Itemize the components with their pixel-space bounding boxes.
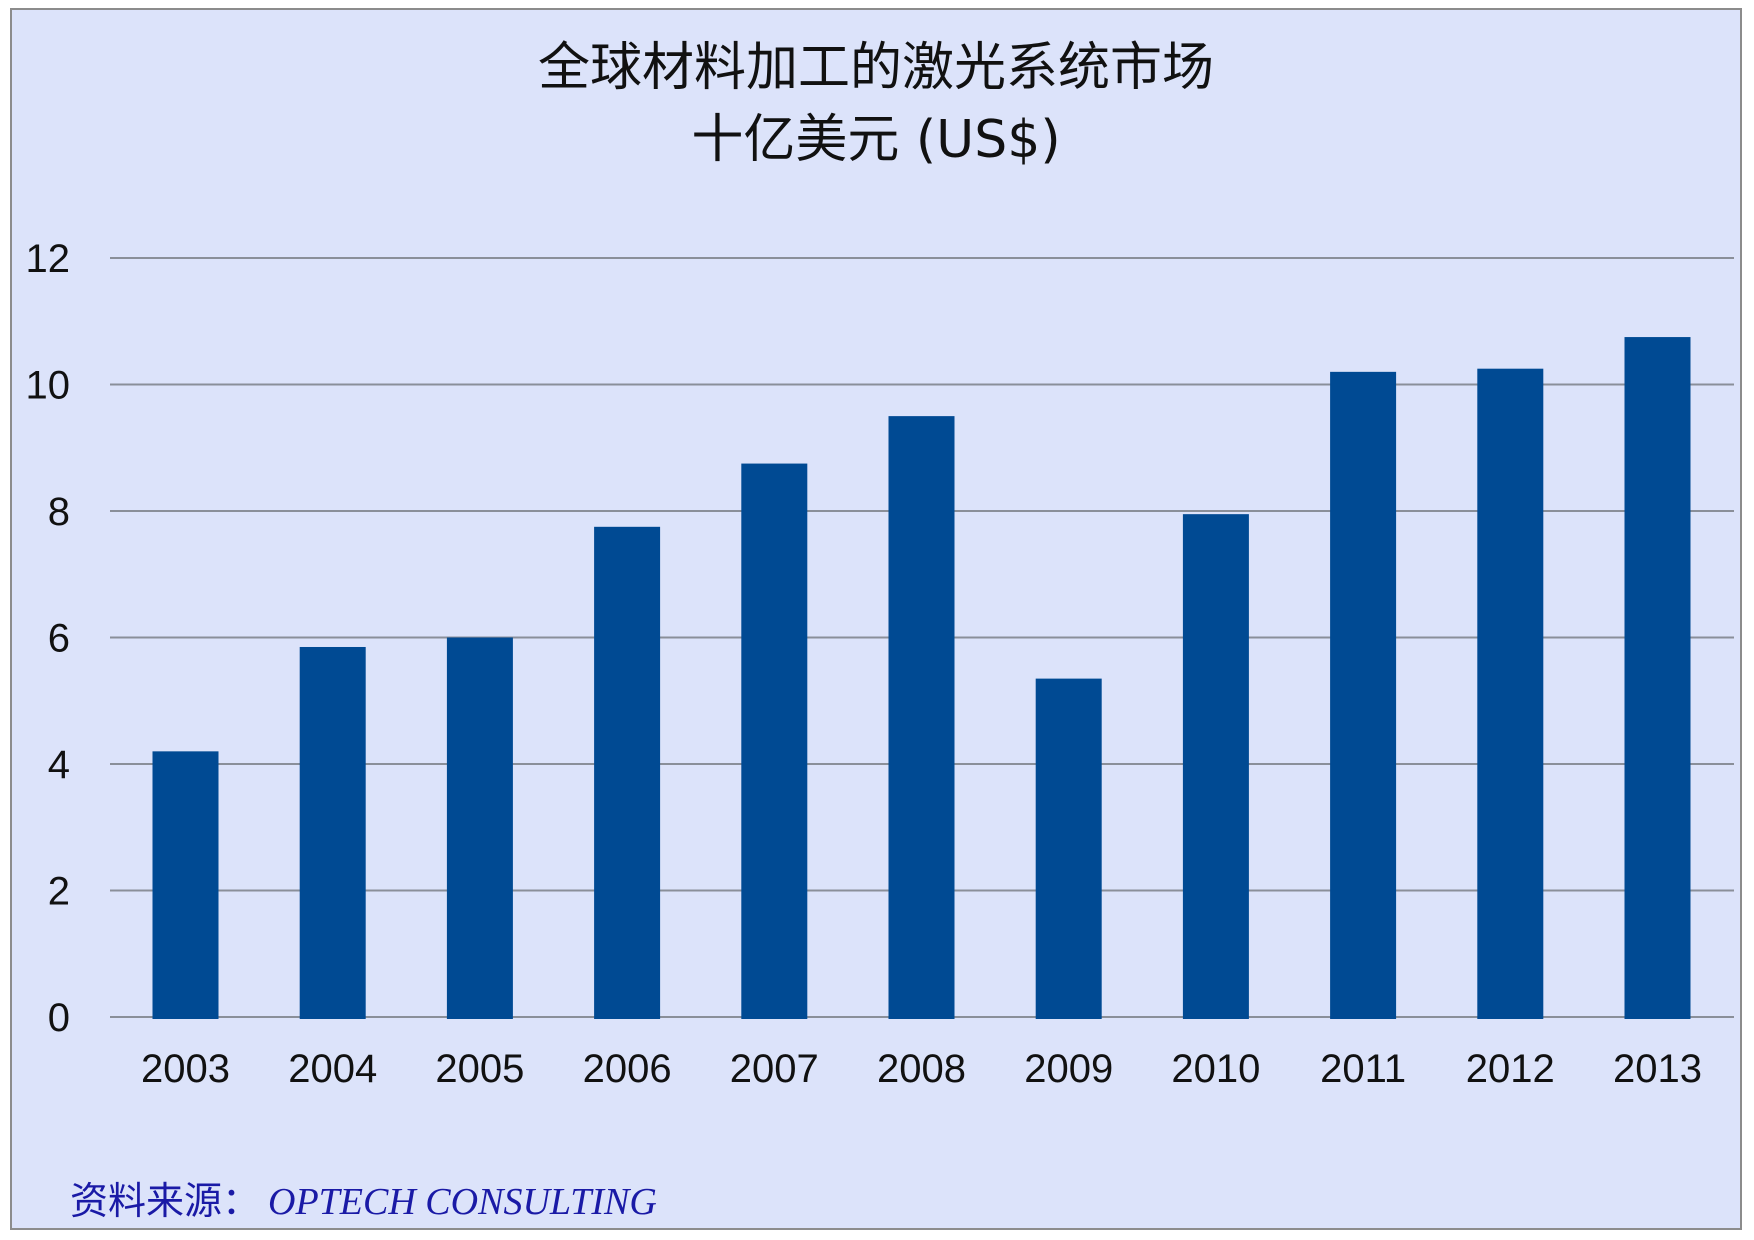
x-tick-label: 2004 <box>288 1047 377 1091</box>
source-name: OPTECH CONSULTING <box>268 1181 657 1223</box>
y-tick-label: 6 <box>48 617 70 661</box>
chart-subtitle: 十亿美元 (US$) <box>691 110 1061 170</box>
source-label: 资料来源： <box>70 1179 261 1223</box>
chart-title: 全球材料加工的激光系统市场 <box>537 38 1214 98</box>
bar-2011 <box>1330 371 1397 1020</box>
x-tick-label: 2010 <box>1171 1047 1260 1091</box>
y-tick-label: 12 <box>26 237 71 281</box>
bar-2013 <box>1624 337 1691 1019</box>
bar-2003 <box>152 751 219 1019</box>
x-tick-label: 2012 <box>1466 1047 1555 1091</box>
x-tick-label: 2011 <box>1320 1047 1406 1091</box>
bar-2004 <box>299 646 366 1019</box>
bar-chart: 0 2 4 6 8 10 12 2003 2004 2005 2006 2007 2008 2009 201… <box>26 237 1734 1091</box>
bar-2010 <box>1182 514 1249 1019</box>
y-tick-label: 2 <box>48 870 70 914</box>
y-tick-label: 8 <box>48 490 70 534</box>
bar-2008 <box>888 416 955 1019</box>
bar-2006 <box>594 526 661 1019</box>
x-tick-label: 2003 <box>141 1047 230 1091</box>
bar-2005 <box>446 637 513 1019</box>
y-tick-label: 0 <box>48 996 70 1040</box>
bar-2012 <box>1477 368 1544 1019</box>
bar-2009 <box>1035 678 1102 1019</box>
chart-frame: 全球材料加工的激光系统市场 十亿美元 (US$) 0 2 4 6 8 10 12 2003 20… <box>10 8 1742 1230</box>
x-tick-label: 2005 <box>435 1047 524 1091</box>
x-tick-label: 2009 <box>1024 1047 1113 1091</box>
x-tick-label: 2013 <box>1613 1047 1702 1091</box>
x-tick-label: 2006 <box>583 1047 672 1091</box>
x-tick-label: 2007 <box>730 1047 819 1091</box>
bar-2007 <box>741 463 808 1019</box>
source-note: 资料来源： OPTECH CONSULTING <box>70 1170 657 1225</box>
y-tick-label: 4 <box>48 743 70 787</box>
x-tick-label: 2008 <box>877 1047 966 1091</box>
y-tick-label: 10 <box>26 364 71 408</box>
